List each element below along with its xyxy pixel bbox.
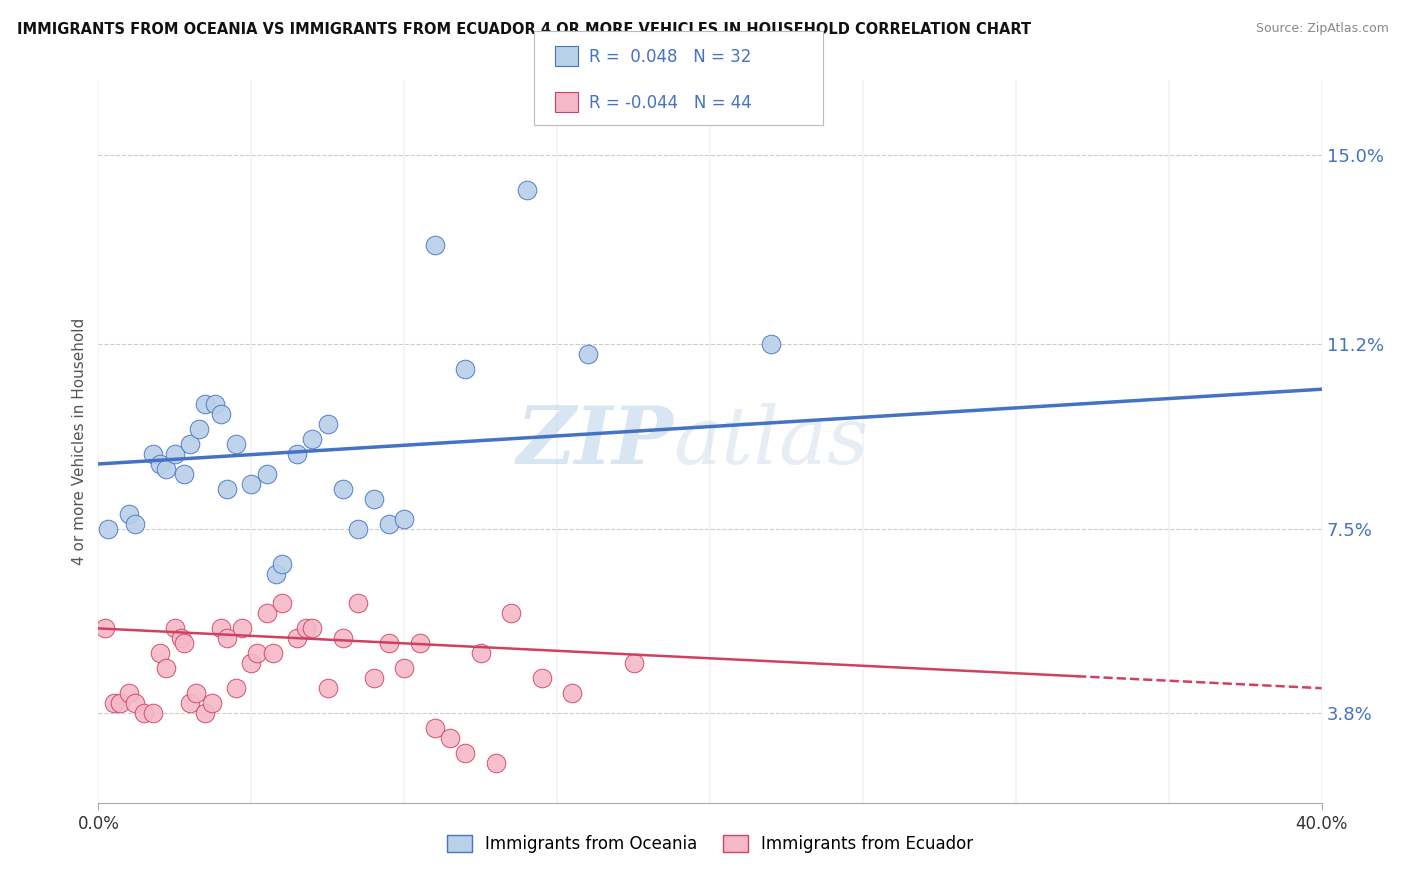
Point	[454, 746, 477, 760]
Point	[194, 397, 217, 411]
Point	[316, 417, 339, 431]
Text: Source: ZipAtlas.com: Source: ZipAtlas.com	[1256, 22, 1389, 36]
Point	[378, 636, 401, 650]
Point	[301, 432, 323, 446]
Point	[163, 447, 186, 461]
Point	[93, 621, 115, 635]
Point	[392, 512, 416, 526]
Point	[392, 661, 416, 675]
Point	[378, 516, 401, 531]
Point	[363, 491, 385, 506]
Point	[623, 657, 645, 671]
Point	[439, 731, 461, 745]
Point	[188, 422, 211, 436]
Text: IMMIGRANTS FROM OCEANIA VS IMMIGRANTS FROM ECUADOR 4 OR MORE VEHICLES IN HOUSEHO: IMMIGRANTS FROM OCEANIA VS IMMIGRANTS FR…	[17, 22, 1031, 37]
Point	[262, 646, 284, 660]
Point	[134, 706, 156, 720]
Point	[118, 507, 141, 521]
Point	[118, 686, 141, 700]
Point	[530, 671, 553, 685]
Point	[209, 407, 232, 421]
Point	[264, 566, 287, 581]
Point	[200, 696, 222, 710]
Point	[246, 646, 269, 660]
Point	[332, 632, 354, 646]
Point	[295, 621, 318, 635]
Point	[163, 621, 186, 635]
Point	[108, 696, 131, 710]
Point	[285, 632, 308, 646]
Text: R =  0.048   N = 32: R = 0.048 N = 32	[589, 48, 751, 66]
Point	[423, 237, 446, 252]
Text: ZIP: ZIP	[516, 403, 673, 480]
Text: R = -0.044   N = 44: R = -0.044 N = 44	[589, 94, 752, 112]
Point	[170, 632, 193, 646]
Point	[301, 621, 323, 635]
Point	[124, 516, 146, 531]
Point	[155, 462, 177, 476]
Point	[149, 646, 172, 660]
Text: atlas: atlas	[673, 403, 869, 480]
Point	[316, 681, 339, 696]
Point	[173, 636, 195, 650]
Legend: Immigrants from Oceania, Immigrants from Ecuador: Immigrants from Oceania, Immigrants from…	[440, 828, 980, 860]
Point	[215, 632, 238, 646]
Point	[576, 347, 599, 361]
Point	[124, 696, 146, 710]
Point	[347, 522, 370, 536]
Point	[256, 467, 278, 481]
Point	[194, 706, 217, 720]
Point	[454, 362, 477, 376]
Point	[285, 447, 308, 461]
Point	[149, 457, 172, 471]
Point	[103, 696, 125, 710]
Point	[97, 522, 120, 536]
Point	[408, 636, 430, 650]
Point	[332, 482, 354, 496]
Point	[231, 621, 253, 635]
Point	[155, 661, 177, 675]
Point	[225, 681, 247, 696]
Point	[225, 437, 247, 451]
Point	[270, 557, 292, 571]
Point	[142, 447, 165, 461]
Point	[363, 671, 385, 685]
Point	[240, 657, 263, 671]
Point	[501, 607, 523, 621]
Point	[561, 686, 583, 700]
Point	[204, 397, 226, 411]
Point	[209, 621, 232, 635]
Point	[516, 183, 538, 197]
Point	[256, 607, 278, 621]
Point	[215, 482, 238, 496]
Point	[173, 467, 195, 481]
Point	[142, 706, 165, 720]
Point	[270, 597, 292, 611]
Point	[186, 686, 208, 700]
Point	[179, 437, 201, 451]
Point	[240, 476, 263, 491]
Point	[470, 646, 492, 660]
Point	[759, 337, 782, 351]
Point	[423, 721, 446, 735]
Y-axis label: 4 or more Vehicles in Household: 4 or more Vehicles in Household	[72, 318, 87, 566]
Point	[347, 597, 370, 611]
Point	[485, 756, 508, 770]
Point	[179, 696, 201, 710]
